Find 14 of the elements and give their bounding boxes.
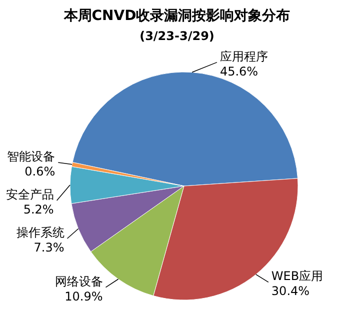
data-label: 0.6% xyxy=(24,164,56,179)
slice-label: WEB应用 xyxy=(271,269,324,284)
slice-label: 应用程序 xyxy=(220,49,268,64)
data-label: 45.6% xyxy=(220,64,258,78)
chart-subtitle: (3/23-3/29) xyxy=(140,29,214,43)
data-label: 5.2% xyxy=(23,202,54,217)
slice-label: 智能设备 xyxy=(7,150,56,164)
data-label: 7.3% xyxy=(34,240,64,255)
slice-label: 网络设备 xyxy=(54,274,103,288)
chart-title: 本周CNVD收录漏洞按影响对象分布 xyxy=(62,8,290,24)
slice-label: 安全产品 xyxy=(6,188,54,202)
data-label: 10.9% xyxy=(64,289,103,304)
slice-label: 操作系统 xyxy=(16,226,64,240)
data-label: 30.4% xyxy=(271,284,310,298)
